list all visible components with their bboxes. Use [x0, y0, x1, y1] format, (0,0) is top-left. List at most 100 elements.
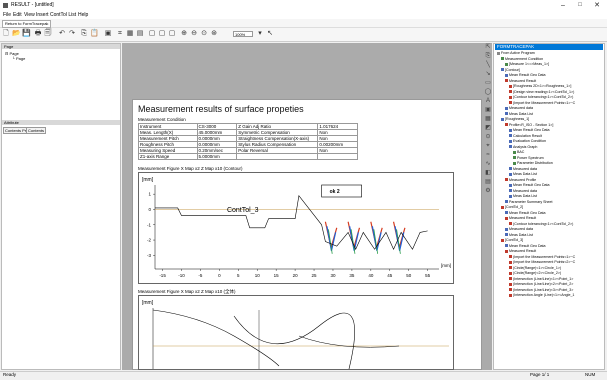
program-tree-node[interactable]: Measured data — [509, 167, 537, 171]
table-tool-icon[interactable]: ▦ — [485, 116, 491, 122]
program-tree-node[interactable]: [ContTol_2] — [501, 205, 523, 209]
redo-icon[interactable]: ↷ — [69, 30, 75, 37]
layout-icon[interactable]: ▤ — [136, 30, 144, 37]
image-icon[interactable]: ▣ — [104, 30, 112, 37]
program-tree-node[interactable]: [ContTol_3] — [501, 238, 523, 242]
save-icon[interactable]: 💾 — [22, 30, 31, 37]
menu-insert[interactable]: Insert — [36, 12, 49, 18]
graph-tool-icon[interactable]: ◩ — [485, 125, 491, 131]
program-tree-node[interactable]: (Circle(Range)<2><Circle_2>) — [509, 271, 561, 275]
page-paste-icon[interactable]: ▢ — [168, 30, 176, 37]
program-tree-node[interactable]: Measured Profile — [505, 178, 536, 182]
figure1-frame: [mm] -15 -10 -5 0 5 10 15 20 25 30 35 40 45 50 55 1 0 -1 -2… — [138, 172, 454, 284]
grid-tool-icon[interactable]: ▤ — [485, 179, 491, 185]
menu-edit[interactable]: Edit — [13, 12, 22, 18]
zoom-fit-icon[interactable]: ⊙ — [201, 30, 207, 37]
program-tree-node[interactable]: (Intersection (Line/Line)<2><Point_2> — [509, 282, 573, 286]
image-tool-icon[interactable]: ▣ — [485, 107, 491, 113]
program-tree-node[interactable]: Measured Result — [505, 79, 536, 83]
program-tree-node[interactable]: Meas Data List — [505, 112, 533, 116]
rectangle-tool-icon[interactable]: ▭ — [485, 80, 491, 86]
program-tree-node[interactable]: Measured data — [509, 189, 537, 193]
print-preview-icon[interactable]: 🗐 — [44, 30, 52, 37]
program-tree-node[interactable]: [Measure 1<=>Meas_1>] — [505, 62, 549, 66]
program-tree-node[interactable]: (Intersection (Line/Line)<3><Point_3> — [509, 288, 573, 292]
close-button[interactable]: ✕ — [594, 2, 600, 9]
menu-conttol-list[interactable]: ContTol List — [50, 12, 77, 18]
line-tool-icon[interactable]: ╲ — [486, 62, 490, 68]
program-tree-node[interactable]: Power Spectrum — [513, 156, 544, 160]
program-tree-node[interactable]: [Roughness 2D<1>=Roughness_1>] — [509, 84, 571, 88]
program-tree-node[interactable]: Measured data — [505, 106, 533, 110]
measure-tool-icon[interactable]: ≈ — [486, 152, 490, 158]
program-tree-node[interactable]: From Active Program — [497, 51, 535, 55]
text-tool-icon[interactable]: A — [485, 98, 490, 104]
tolerance-tool-icon[interactable]: ⌖ — [486, 143, 490, 149]
ellipse-tool-icon[interactable]: ◯ — [484, 89, 492, 95]
program-tree-node[interactable]: Mean Result Geo Data — [505, 73, 546, 77]
program-tree-node[interactable]: Profile<R_ISO - Section 1>] — [505, 123, 553, 127]
tree-node-page-child[interactable]: └ Page — [12, 56, 26, 61]
return-to-formtracepak-button[interactable]: Return to FormTracepak — [2, 20, 52, 28]
arrow-tool-icon[interactable]: ↘ — [485, 71, 491, 77]
program-tree-node[interactable]: Analysis Graph — [509, 145, 537, 149]
program-tree-node[interactable]: Measured data — [505, 227, 533, 231]
program-tree-node[interactable]: Meas Data List — [505, 233, 533, 237]
paste-icon[interactable]: 📋 — [90, 30, 99, 37]
program-tree-node[interactable]: Measured Result — [505, 249, 536, 253]
program-tree-node[interactable]: Mean Result Geo Data — [505, 244, 546, 248]
undo-icon[interactable]: ↶ — [59, 30, 65, 37]
menu-view[interactable]: View — [24, 12, 35, 18]
program-tree-node[interactable]: Measured Result — [505, 216, 536, 220]
program-tree-node[interactable]: (Import the Measurement Points<2>~C — [509, 260, 575, 264]
program-tree-node[interactable]: Mean Result Geo Data — [505, 211, 546, 215]
table-icon[interactable]: ▦ — [126, 30, 134, 37]
zoom-select[interactable]: 100% — [233, 31, 253, 37]
copy-icon[interactable]: ⎘ — [81, 30, 87, 37]
zoom-in-icon[interactable]: ⊕ — [181, 30, 187, 37]
zoom-out-icon[interactable]: ⊖ — [191, 30, 197, 37]
program-tree-node[interactable]: Parameter Distribution — [513, 161, 553, 165]
tree-node-icon — [509, 84, 512, 88]
grid-icon[interactable]: ⌗ — [118, 30, 122, 37]
program-tree-node[interactable]: (Import the Measurement Points<1>~C — [509, 101, 575, 105]
program-tree-node[interactable]: (Contour tolerancing<1><ContTol_2>) — [509, 222, 573, 226]
program-tree-node[interactable]: Parameter Summary Sheet — [505, 200, 553, 204]
page-icon[interactable]: ▢ — [148, 30, 156, 37]
copy-tool-icon[interactable]: ⎘ — [485, 53, 491, 59]
program-tree-node[interactable]: (Import the Measurement Points<1>~C — [509, 255, 575, 259]
program-tree-node[interactable]: (Circle(Range)<1><Circle_1>) — [509, 266, 561, 270]
print-icon[interactable]: 🖶 — [34, 30, 42, 37]
help-cursor-icon[interactable]: ↖ — [267, 30, 273, 37]
zoom-dropdown-icon[interactable]: ▾ — [258, 30, 262, 37]
program-tree-node[interactable]: BAC — [513, 150, 524, 154]
program-tree-node[interactable]: Mean Result Geo Data — [509, 128, 550, 132]
tab-contents[interactable]: Contents — [26, 127, 47, 134]
profile-tool-icon[interactable]: ∿ — [485, 161, 491, 167]
select-tool-icon[interactable]: ⇱ — [485, 44, 491, 50]
menu-help[interactable]: Help — [78, 12, 89, 18]
target-tool-icon[interactable]: ⊙ — [485, 134, 491, 140]
program-tree-node[interactable]: [Contour] — [501, 68, 520, 72]
program-tree-node[interactable]: Meas Data List — [509, 194, 537, 198]
new-icon[interactable]: 🗋 — [3, 30, 9, 37]
menu-file[interactable]: File — [3, 12, 12, 18]
chart-tool-icon[interactable]: ◧ — [485, 170, 491, 176]
program-tree-node[interactable]: (Intersection (Line/Line)<1><Point_1> — [509, 277, 573, 281]
program-tree-node[interactable]: (Design view reading<1><ContTol_1>) — [509, 90, 574, 94]
page-copy-icon[interactable]: ▢ — [158, 30, 166, 37]
open-icon[interactable]: 📂 — [12, 30, 21, 37]
program-tree-node[interactable]: Mean Result Geo Data — [509, 183, 550, 187]
program-tree-node[interactable]: (Intersection Angle (Line)<1><Angle_1 — [509, 293, 574, 297]
program-tree-node[interactable]: Calculation Result — [509, 134, 542, 138]
program-tree-node[interactable]: Evaluation Condition — [509, 139, 546, 143]
program-tree-node[interactable]: Measurement Condition — [501, 57, 543, 61]
settings-tool-icon[interactable]: ⚙ — [485, 188, 491, 194]
program-tree-node[interactable]: (Contour tolerancing<1><ContTol_2>) — [509, 95, 573, 99]
zoom-actual-icon[interactable]: ⊛ — [211, 30, 217, 37]
maximize-button[interactable]: □ — [578, 2, 582, 8]
tree-node-page-root[interactable]: ⊟ Page — [5, 51, 19, 56]
program-tree-node[interactable]: Meas Data List — [509, 172, 537, 176]
program-tree-node[interactable]: [Roughness_1] — [501, 117, 529, 121]
minimize-button[interactable]: – — [561, 2, 565, 9]
